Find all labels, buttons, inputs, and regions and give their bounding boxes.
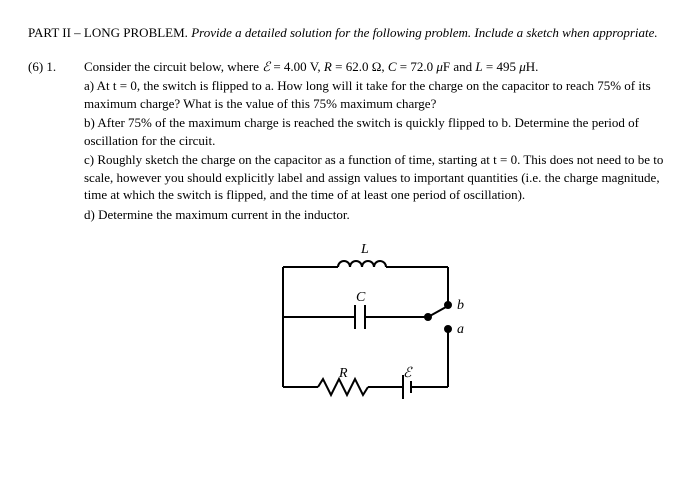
circuit-svg: L C R ℰ b a [263, 237, 493, 407]
part-d: d) Determine the maximum current in the … [84, 206, 672, 224]
part-c: c) Roughly sketch the charge on the capa… [84, 151, 672, 204]
sym-l: L [475, 59, 482, 74]
intro-text: = 495 [483, 59, 520, 74]
problem: (6) 1. Consider the circuit below, where… [28, 58, 672, 408]
label-c: C [356, 290, 366, 305]
sym-r: R [324, 59, 332, 74]
intro-text: H. [526, 59, 539, 74]
label-b: b [457, 298, 464, 313]
part-b: b) After 75% of the maximum charge is re… [84, 114, 672, 149]
problem-intro: Consider the circuit below, where ℰ = 4.… [84, 58, 672, 76]
label-a: a [457, 322, 464, 337]
problem-body: Consider the circuit below, where ℰ = 4.… [84, 58, 672, 408]
intro-text: F and [443, 59, 476, 74]
part-instructions: Provide a detailed solution for the foll… [191, 25, 658, 40]
label-r: R [338, 366, 348, 381]
sym-emf: ℰ [262, 59, 270, 74]
number: 1. [46, 59, 56, 74]
intro-text: Consider the circuit below, where [84, 59, 262, 74]
label-e: ℰ [403, 366, 413, 381]
label-l: L [360, 242, 369, 257]
sym-c: C [388, 59, 397, 74]
part-header: PART II – LONG PROBLEM. Provide a detail… [28, 24, 672, 42]
part-a: a) At t = 0, the switch is flipped to a.… [84, 77, 672, 112]
points: (6) [28, 59, 43, 74]
problem-number-col: (6) 1. [28, 58, 84, 408]
intro-text: = 4.00 V, [270, 59, 324, 74]
circuit-diagram: L C R ℰ b a [84, 237, 672, 407]
part-label: PART II – LONG PROBLEM. [28, 25, 188, 40]
intro-text: = 72.0 [397, 59, 437, 74]
intro-text: = 62.0 Ω, [332, 59, 388, 74]
